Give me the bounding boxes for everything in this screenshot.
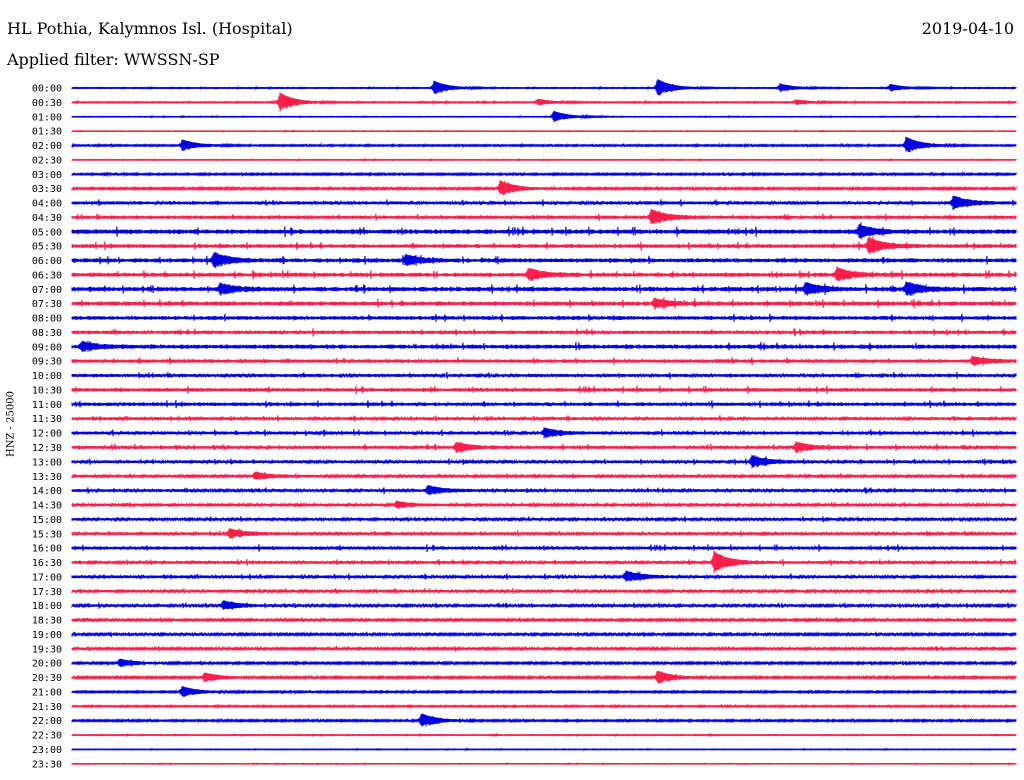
time-tick-label: 14:30 (32, 501, 62, 512)
time-tick-label: 08:30 (32, 328, 62, 339)
time-tick-label: 00:00 (32, 84, 62, 95)
time-tick-label: 23:30 (32, 759, 62, 770)
time-tick-label: 06:30 (32, 270, 62, 281)
time-tick-label: 17:30 (32, 587, 62, 598)
time-tick-label: 20:30 (32, 673, 62, 684)
time-tick-label: 13:00 (32, 457, 62, 468)
trace-line (71, 266, 1017, 282)
trace-line (71, 208, 1017, 225)
time-tick-label: 21:30 (32, 702, 62, 713)
record-date: 2019-04-10 (921, 19, 1014, 38)
trace-line (71, 79, 1017, 96)
time-tick-label: 05:30 (32, 242, 62, 253)
time-tick-label: 02:30 (32, 155, 62, 166)
time-tick-label: 03:30 (32, 184, 62, 195)
time-tick-label: 14:00 (32, 486, 62, 497)
time-tick-label: 07:30 (32, 299, 62, 310)
time-tick-label: 23:00 (32, 745, 62, 756)
time-tick-label: 11:30 (32, 414, 62, 425)
time-tick-label: 09:00 (32, 342, 62, 353)
time-tick-label: 01:30 (32, 127, 62, 138)
time-tick-label: 04:00 (32, 199, 62, 210)
time-tick-label: 18:30 (32, 616, 62, 627)
time-tick-label: 21:00 (32, 687, 62, 698)
time-tick-label: 16:00 (32, 544, 62, 555)
time-tick-label: 12:00 (32, 429, 62, 440)
trace-line (71, 180, 1017, 196)
time-tick-label: 16:30 (32, 558, 62, 569)
time-tick-label: 22:30 (32, 731, 62, 742)
time-tick-label: 04:30 (32, 213, 62, 224)
time-tick-label: 00:30 (32, 98, 62, 109)
time-tick-label: 11:00 (32, 400, 62, 411)
time-tick-label: 01:00 (32, 112, 62, 123)
time-tick-label: 09:30 (32, 357, 62, 368)
time-tick-label: 15:00 (32, 515, 62, 526)
station-title: HL Pothia, Kalymnos Isl. (Hospital) (7, 19, 293, 38)
trace-line (71, 136, 1017, 153)
time-tick-label: 19:30 (32, 644, 62, 655)
time-tick-label: 06:00 (32, 256, 62, 267)
time-tick-label: 22:00 (32, 716, 62, 727)
time-tick-label: 19:00 (32, 630, 62, 641)
trace-line (71, 222, 1017, 240)
time-tick-label: 08:00 (32, 314, 62, 325)
time-tick-label: 03:00 (32, 170, 62, 181)
time-tick-label: 12:30 (32, 443, 62, 454)
time-tick-label: 10:30 (32, 385, 62, 396)
time-tick-label: 02:00 (32, 141, 62, 152)
time-tick-label: 05:00 (32, 227, 62, 238)
trace-line (71, 471, 1017, 480)
time-tick-label: 20:00 (32, 659, 62, 670)
time-tick-label: 15:30 (32, 529, 62, 540)
time-tick-label: 13:30 (32, 472, 62, 483)
time-tick-label: 18:00 (32, 601, 62, 612)
time-tick-label: 07:00 (32, 285, 62, 296)
time-tick-label: 17:00 (32, 572, 62, 583)
filter-label: Applied filter: WWSSN-SP (7, 50, 220, 69)
time-tick-label: 10:00 (32, 371, 62, 382)
